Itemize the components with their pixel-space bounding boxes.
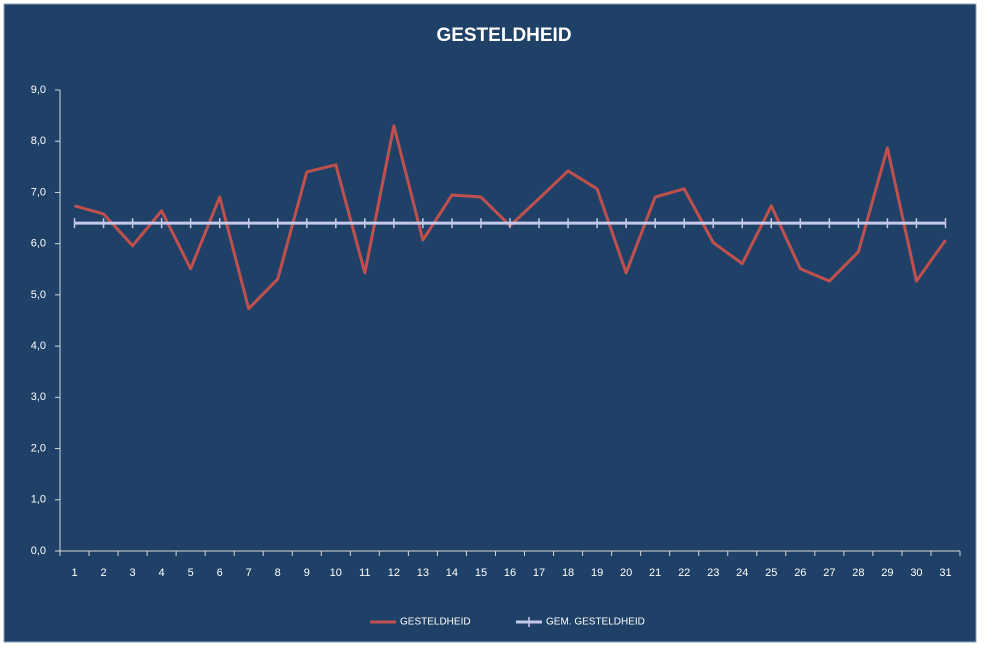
x-tick-label: 21 bbox=[649, 567, 661, 579]
x-tick-label: 17 bbox=[533, 567, 545, 579]
x-tick-label: 22 bbox=[678, 567, 690, 579]
x-tick-label: 20 bbox=[620, 567, 632, 579]
y-tick-label: 4,0 bbox=[31, 340, 46, 352]
x-tick-label: 2 bbox=[100, 567, 106, 579]
x-tick-label: 31 bbox=[939, 567, 951, 579]
x-tick-label: 3 bbox=[130, 567, 136, 579]
x-tick-label: 5 bbox=[188, 567, 194, 579]
x-tick-label: 9 bbox=[304, 567, 310, 579]
x-tick-label: 15 bbox=[475, 567, 487, 579]
x-tick-label: 16 bbox=[504, 567, 516, 579]
y-tick-label: 6,0 bbox=[31, 238, 46, 250]
legend-label: GEM. GESTELDHEID bbox=[546, 617, 645, 628]
x-tick-label: 27 bbox=[823, 567, 835, 579]
x-tick-label: 28 bbox=[852, 567, 864, 579]
y-tick-label: 9,0 bbox=[31, 84, 46, 96]
x-tick-label: 1 bbox=[71, 567, 77, 579]
chart-background bbox=[3, 3, 977, 643]
legend-label: GESTELDHEID bbox=[400, 617, 471, 628]
x-tick-label: 24 bbox=[736, 567, 748, 579]
x-tick-label: 19 bbox=[591, 567, 603, 579]
x-tick-label: 12 bbox=[388, 567, 400, 579]
y-tick-label: 1,0 bbox=[31, 494, 46, 506]
x-tick-label: 14 bbox=[446, 567, 458, 579]
x-tick-label: 26 bbox=[794, 567, 806, 579]
x-tick-label: 18 bbox=[562, 567, 574, 579]
y-tick-label: 3,0 bbox=[31, 391, 46, 403]
y-tick-label: 5,0 bbox=[31, 289, 46, 301]
y-tick-label: 7,0 bbox=[31, 186, 46, 198]
y-tick-label: 8,0 bbox=[31, 135, 46, 147]
x-tick-label: 29 bbox=[881, 567, 893, 579]
chart-title: GESTELDHEID bbox=[436, 25, 571, 46]
y-tick-label: 0,0 bbox=[31, 545, 46, 557]
y-tick-label: 2,0 bbox=[31, 442, 46, 454]
x-tick-label: 10 bbox=[330, 567, 342, 579]
x-tick-label: 13 bbox=[417, 567, 429, 579]
x-tick-label: 23 bbox=[707, 567, 719, 579]
x-tick-label: 7 bbox=[246, 567, 252, 579]
x-tick-label: 25 bbox=[765, 567, 777, 579]
x-tick-label: 30 bbox=[910, 567, 922, 579]
x-tick-label: 4 bbox=[159, 567, 165, 579]
x-tick-label: 8 bbox=[275, 567, 281, 579]
x-tick-label: 6 bbox=[217, 567, 223, 579]
x-tick-label: 11 bbox=[359, 567, 370, 579]
